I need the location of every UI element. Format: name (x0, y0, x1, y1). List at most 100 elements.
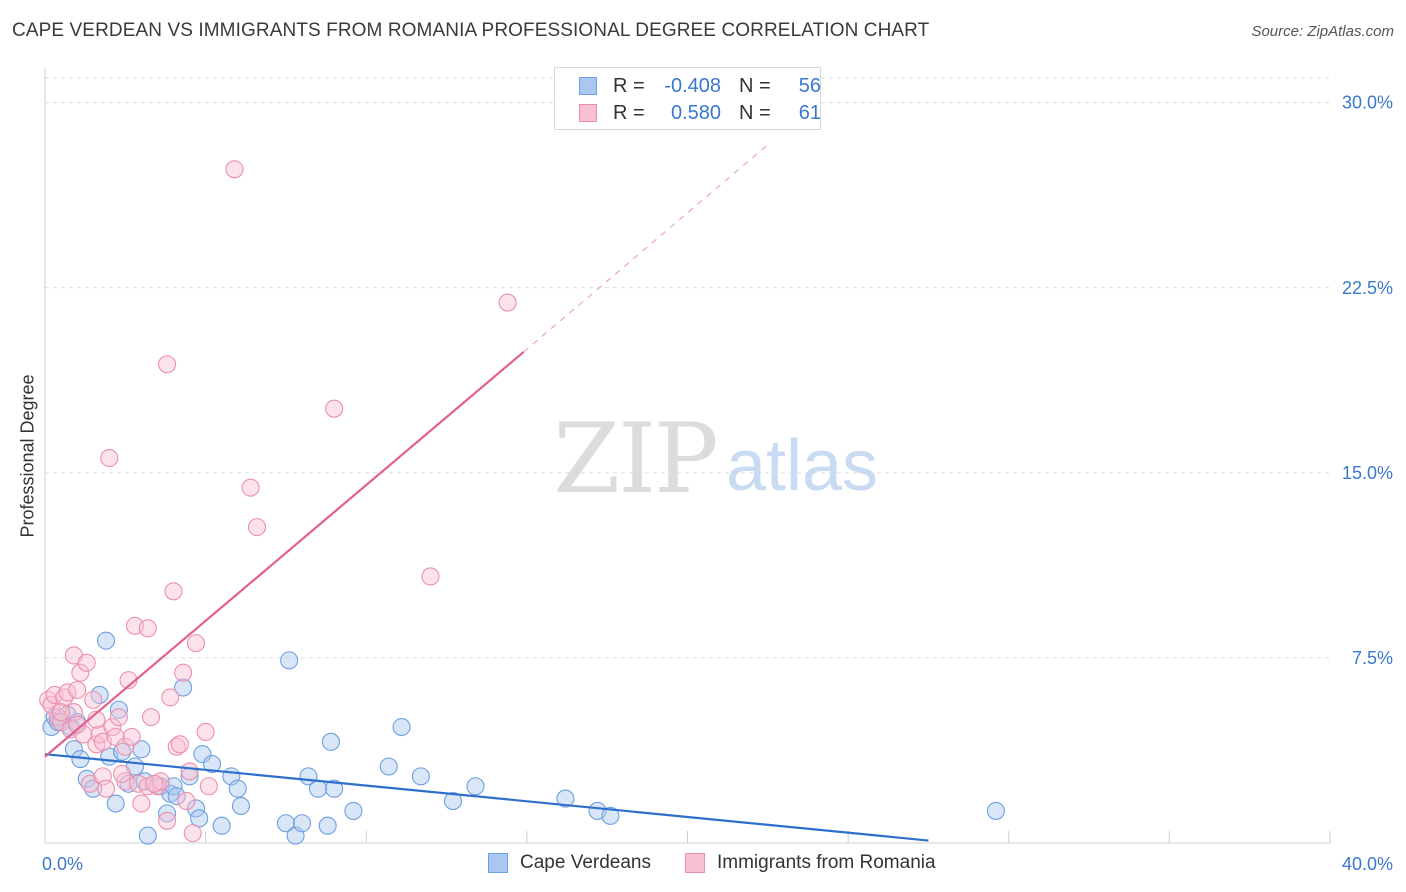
stats-legend-row-blue: R = -0.408 N = 56 (579, 73, 821, 99)
data-point (77, 769, 96, 788)
data-point (96, 631, 116, 650)
data-point (122, 727, 141, 746)
data-point (379, 757, 398, 776)
data-point (116, 737, 135, 756)
data-point (84, 690, 103, 709)
watermark-atlas: atlas (726, 426, 878, 506)
y-tick-label: 15.0% (1342, 463, 1393, 483)
data-point (199, 777, 218, 796)
n-label: N = (739, 101, 771, 124)
data-point (325, 399, 344, 418)
data-point (174, 678, 193, 697)
x-tick-label: 0.0% (42, 854, 83, 874)
data-point (443, 791, 463, 811)
data-point (280, 651, 299, 670)
data-point (292, 814, 312, 833)
data-point (225, 160, 244, 179)
stats-legend-row-pink: R = 0.580 N = 61 (579, 100, 821, 126)
data-point (170, 735, 189, 754)
data-point (109, 700, 128, 719)
data-point (186, 799, 206, 818)
data-point (109, 708, 128, 727)
data-point (344, 801, 363, 820)
r-value: 0.580 (670, 101, 721, 124)
data-point (68, 680, 87, 700)
data-point (68, 715, 87, 734)
r-label: R = (613, 74, 645, 97)
data-point (158, 811, 177, 830)
data-point (228, 779, 247, 798)
legend-label: Immigrants from Romania (717, 852, 936, 873)
y-axis-title: Professional Degree (17, 374, 38, 538)
data-point (276, 814, 295, 833)
n-value: 56 (798, 74, 821, 97)
data-point (113, 764, 132, 783)
n-label: N = (739, 74, 771, 97)
chart-title: CAPE VERDEAN VS IMMIGRANTS FROM ROMANIA … (12, 20, 930, 41)
data-point (167, 737, 186, 756)
data-point (158, 804, 177, 823)
data-point (180, 762, 199, 781)
data-point (106, 727, 125, 746)
x-tick-label: 40.0% (1342, 854, 1393, 874)
data-point (196, 722, 215, 742)
data-point (74, 725, 93, 744)
data-point (132, 794, 151, 813)
r-value: -0.408 (664, 74, 721, 97)
legend-swatch-pink (579, 104, 597, 122)
data-point (466, 777, 485, 796)
data-point (100, 448, 119, 468)
data-point (601, 806, 620, 825)
trend-lines (44, 144, 929, 842)
romania-points (39, 160, 517, 843)
data-point (148, 777, 167, 796)
data-point (106, 794, 125, 813)
series-legend: Cape Verdeans Immigrants from Romania (0, 852, 1406, 878)
data-point (325, 779, 344, 798)
data-point (119, 774, 138, 793)
trend-extension-romania (523, 144, 769, 353)
data-point (52, 703, 71, 722)
data-point (138, 619, 157, 638)
data-point (309, 779, 328, 798)
data-point (392, 717, 411, 737)
data-point (52, 713, 71, 732)
data-point (174, 663, 193, 682)
data-point (247, 518, 267, 537)
n-value: 61 (798, 101, 821, 124)
data-point (186, 634, 206, 653)
data-point (84, 779, 103, 798)
y-tick-labels: 7.5% 15.0% 22.5% 30.0% (1342, 93, 1393, 668)
data-point (141, 708, 161, 727)
data-point (556, 789, 575, 808)
data-point (161, 688, 180, 707)
data-point (193, 745, 212, 764)
y-tick-label: 7.5% (1352, 648, 1393, 668)
data-point (138, 826, 157, 845)
source-label: Source: ZipAtlas.com (1251, 23, 1394, 40)
data-point (203, 754, 222, 774)
data-point (71, 663, 90, 682)
legend-swatch-cape-verdeans (488, 853, 508, 873)
data-point (183, 824, 202, 843)
axes (44, 68, 1331, 844)
data-point (411, 767, 430, 786)
legend-label: Cape Verdeans (520, 852, 651, 873)
data-point (318, 816, 337, 835)
data-point (986, 801, 1005, 820)
r-label: R = (613, 101, 645, 124)
data-point (158, 355, 177, 374)
legend-item-romania[interactable]: Immigrants from Romania (685, 852, 936, 874)
y-tick-label: 30.0% (1342, 93, 1393, 113)
data-point (145, 774, 164, 793)
data-point (103, 717, 122, 737)
data-point (498, 293, 517, 312)
legend-swatch-blue (579, 77, 597, 95)
legend-item-cape-verdeans[interactable]: Cape Verdeans (488, 852, 651, 874)
data-point (77, 653, 96, 672)
legend-swatch-romania (685, 853, 705, 873)
trend-line-cape-verdeans (44, 753, 929, 842)
data-point (241, 478, 260, 497)
trend-line-romania (44, 351, 525, 758)
